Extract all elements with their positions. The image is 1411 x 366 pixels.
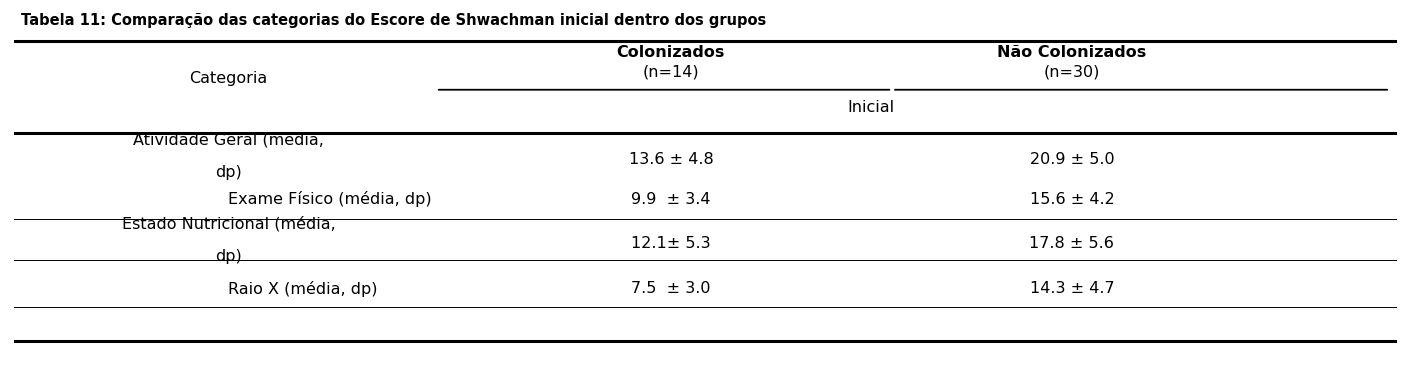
Text: 17.8 ± 5.6: 17.8 ± 5.6 xyxy=(1030,236,1115,251)
Text: dp): dp) xyxy=(214,165,241,180)
Text: dp): dp) xyxy=(214,249,241,264)
Text: Exame Físico (média, dp): Exame Físico (média, dp) xyxy=(229,191,432,207)
Text: Não Colonizados: Não Colonizados xyxy=(998,45,1147,60)
Text: 20.9 ± 5.0: 20.9 ± 5.0 xyxy=(1030,152,1115,167)
Text: Estado Nutricional (média,: Estado Nutricional (média, xyxy=(121,217,336,232)
Text: 7.5  ± 3.0: 7.5 ± 3.0 xyxy=(631,281,711,296)
Text: Atividade Geral (média,: Atividade Geral (média, xyxy=(133,132,325,148)
Text: Inicial: Inicial xyxy=(848,100,895,115)
Text: Colonizados: Colonizados xyxy=(617,45,725,60)
Text: 12.1± 5.3: 12.1± 5.3 xyxy=(631,236,711,251)
Text: (n=30): (n=30) xyxy=(1044,64,1101,79)
Text: 15.6 ± 4.2: 15.6 ± 4.2 xyxy=(1030,192,1115,207)
Text: 13.6 ± 4.8: 13.6 ± 4.8 xyxy=(628,152,714,167)
Text: Tabela 11: Comparação das categorias do Escore de Shwachman inicial dentro dos g: Tabela 11: Comparação das categorias do … xyxy=(21,12,766,27)
Text: (n=14): (n=14) xyxy=(642,64,700,79)
Text: Categoria: Categoria xyxy=(189,71,268,86)
Text: 9.9  ± 3.4: 9.9 ± 3.4 xyxy=(631,192,711,207)
Text: 14.3 ± 4.7: 14.3 ± 4.7 xyxy=(1030,281,1115,296)
Text: Raio X (média, dp): Raio X (média, dp) xyxy=(229,281,378,297)
